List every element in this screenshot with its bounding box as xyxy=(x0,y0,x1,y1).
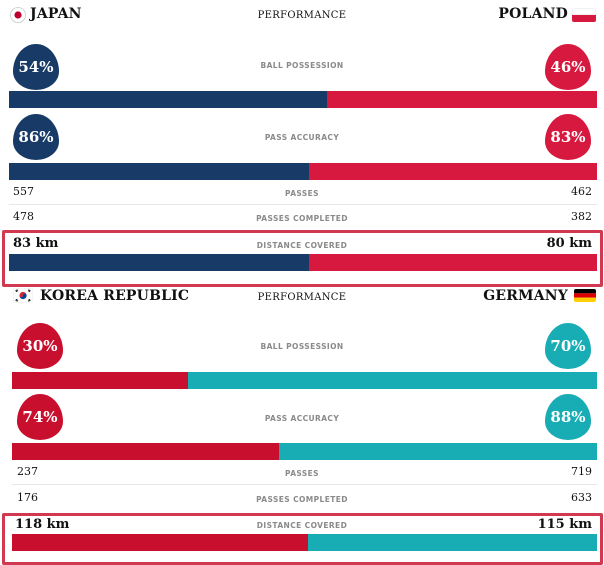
distance-covered-label: DISTANCE COVERED xyxy=(256,241,348,250)
home-team-name: JAPAN xyxy=(30,6,82,22)
home-pass-accuracy-badge: 86% xyxy=(13,114,59,160)
home-distance-segment xyxy=(12,534,308,551)
away-pass-accuracy-badge: 83% xyxy=(545,114,591,160)
away-passes-completed-value: 382 xyxy=(571,210,592,223)
passes-completed-label: PASSES COMPLETED xyxy=(256,214,348,223)
home-possession-segment xyxy=(12,372,188,389)
away-pass-accuracy-segment xyxy=(279,443,597,460)
match-header: KOREA REPUBLIC PERFORMANCE GERMANY xyxy=(0,285,604,315)
away-possession-segment xyxy=(187,372,597,389)
home-passes-completed-value: 478 xyxy=(13,210,34,223)
away-passes-value: 462 xyxy=(571,185,592,198)
home-distance-value: 118 km xyxy=(15,517,70,532)
distance-covered-bar xyxy=(12,534,597,551)
away-distance-segment xyxy=(308,534,597,551)
home-passes-value: 237 xyxy=(17,465,38,478)
match-stats-panel-korea-germany: KOREA REPUBLIC PERFORMANCE GERMANY 30% B… xyxy=(0,285,604,565)
germany-flag-icon xyxy=(574,289,596,302)
away-possession-badge: 70% xyxy=(545,323,591,369)
korea-flag-icon xyxy=(13,288,33,303)
home-possession-segment xyxy=(9,91,327,108)
home-possession-badge: 54% xyxy=(13,44,59,90)
home-team-name: KOREA REPUBLIC xyxy=(40,288,190,304)
away-distance-segment xyxy=(308,254,597,271)
poland-flag-icon xyxy=(572,8,596,22)
match-stats-panel-japan-poland: JAPAN PERFORMANCE POLAND 54% BALL POSSES… xyxy=(0,0,604,285)
home-pass-accuracy-badge: 74% xyxy=(17,394,63,440)
away-passes-completed-value: 633 xyxy=(571,491,592,504)
home-passes-value: 557 xyxy=(13,185,34,198)
home-pass-accuracy-segment xyxy=(9,163,309,180)
away-possession-badge: 46% xyxy=(545,44,591,90)
match-header: JAPAN PERFORMANCE POLAND xyxy=(0,0,604,30)
row-divider xyxy=(12,484,597,485)
pass-accuracy-bar xyxy=(12,443,597,460)
ball-possession-bar xyxy=(9,91,597,108)
away-distance-value: 80 km xyxy=(546,236,592,251)
distance-covered-bar xyxy=(9,254,597,271)
ball-possession-bar xyxy=(12,372,597,389)
home-pass-accuracy-segment xyxy=(12,443,280,460)
away-team-name: GERMANY xyxy=(483,288,568,304)
pass-accuracy-label: PASS ACCURACY xyxy=(264,414,340,423)
row-divider xyxy=(9,204,597,205)
passes-completed-label: PASSES COMPLETED xyxy=(256,495,348,504)
ball-possession-label: BALL POSSESSION xyxy=(260,61,344,70)
passes-label: PASSES xyxy=(284,189,319,198)
distance-covered-highlight xyxy=(2,230,603,287)
performance-title: PERFORMANCE xyxy=(257,10,347,21)
away-team-name: POLAND xyxy=(498,6,568,22)
away-pass-accuracy-badge: 88% xyxy=(545,394,591,440)
home-possession-badge: 30% xyxy=(17,323,63,369)
away-distance-value: 115 km xyxy=(537,517,592,532)
passes-label: PASSES xyxy=(284,469,319,478)
home-passes-completed-value: 176 xyxy=(17,491,38,504)
ball-possession-label: BALL POSSESSION xyxy=(260,342,344,351)
japan-flag-icon xyxy=(10,7,26,23)
distance-covered-label: DISTANCE COVERED xyxy=(256,521,348,530)
away-pass-accuracy-segment xyxy=(308,163,597,180)
performance-title: PERFORMANCE xyxy=(257,292,347,303)
home-distance-segment xyxy=(9,254,309,271)
away-possession-segment xyxy=(326,91,597,108)
away-passes-value: 719 xyxy=(571,465,592,478)
distance-covered-highlight xyxy=(2,513,603,565)
pass-accuracy-label: PASS ACCURACY xyxy=(264,133,340,142)
home-distance-value: 83 km xyxy=(13,236,59,251)
pass-accuracy-bar xyxy=(9,163,597,180)
